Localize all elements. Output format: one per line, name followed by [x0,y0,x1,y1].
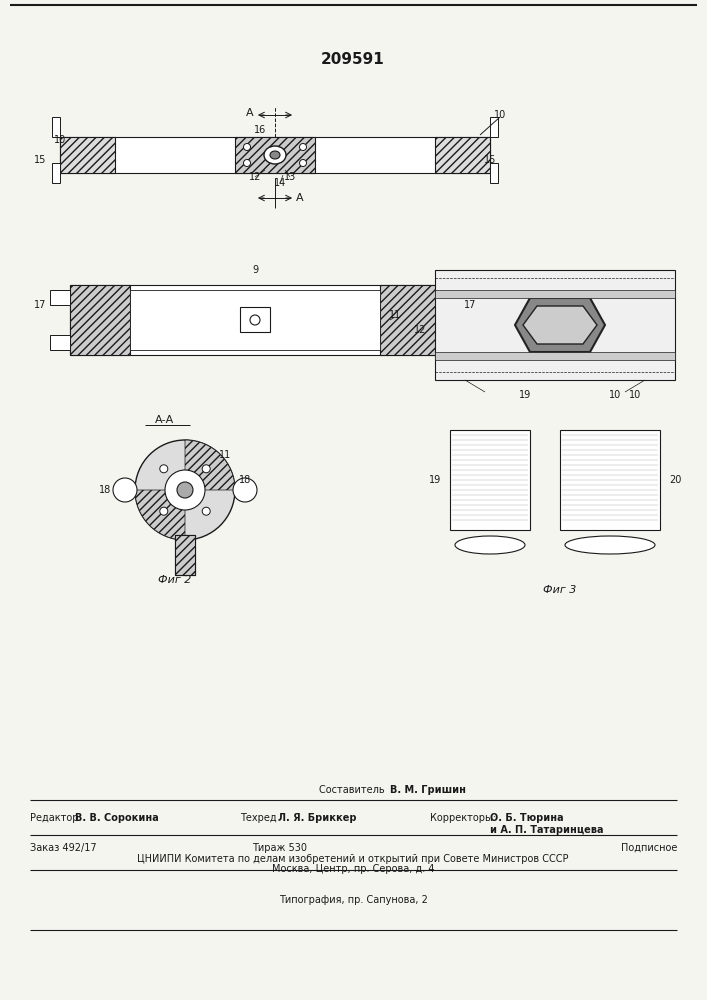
Bar [130,290,380,350]
Text: 20: 20 [669,475,681,485]
Ellipse shape [565,536,655,554]
Text: В. В. Сорокина: В. В. Сорокина [75,813,159,823]
Circle shape [300,159,307,166]
Text: О. Б. Тюрина: О. Б. Тюрина [490,813,563,823]
Circle shape [177,482,193,498]
Circle shape [113,478,137,502]
Circle shape [202,507,210,515]
Text: 11: 11 [389,310,401,320]
Text: 9: 9 [252,265,258,275]
Text: Москва, Центр, пр. Серова, д. 4: Москва, Центр, пр. Серова, д. 4 [271,864,434,874]
Text: А-А: А-А [156,415,175,425]
Text: В. М. Гришин: В. М. Гришин [390,785,466,795]
Bar [50,290,70,305]
Bar [240,307,270,332]
Circle shape [160,465,168,473]
Text: 209591: 209591 [321,52,385,68]
Text: ЦНИИПИ Комитета по делам изобретений и открытий при Совете Министров СССР: ЦНИИПИ Комитета по делам изобретений и о… [137,854,568,864]
Text: 16: 16 [254,125,266,135]
Text: 15: 15 [34,155,46,165]
Bar [490,163,498,183]
Text: 17: 17 [464,300,477,310]
Bar [435,137,490,173]
Bar [52,117,60,137]
Circle shape [233,478,257,502]
Bar [440,290,460,305]
Bar [50,335,70,350]
Text: Типография, пр. Сапунова, 2: Типография, пр. Сапунова, 2 [279,895,428,905]
Text: А: А [296,193,304,203]
Text: Тираж 530: Тираж 530 [252,843,308,853]
Text: 12: 12 [249,172,261,182]
Text: 18: 18 [239,475,251,485]
Bar [435,270,675,380]
Text: Заказ 492/17: Заказ 492/17 [30,843,97,853]
Text: 10: 10 [609,390,621,400]
Wedge shape [185,440,235,490]
Bar [60,137,490,173]
Text: 19: 19 [429,475,441,485]
Text: Фиг 2: Фиг 2 [158,575,192,585]
Text: Подписное: Подписное [621,843,677,853]
Bar [70,285,130,355]
Text: 17: 17 [34,300,46,310]
Bar [560,430,660,530]
Bar [175,535,195,575]
Text: Редактор: Редактор [30,813,81,823]
Bar [440,335,460,350]
Text: 10: 10 [54,135,66,145]
Text: Л. Я. Бриккер: Л. Я. Бриккер [278,813,356,823]
Text: Корректоры:: Корректоры: [430,813,499,823]
Text: 18: 18 [99,485,111,495]
Text: 14: 14 [274,178,286,188]
Wedge shape [135,490,185,540]
Text: 11: 11 [219,450,231,460]
Circle shape [243,143,250,150]
Text: А: А [246,108,254,118]
Text: 13: 13 [284,172,296,182]
Text: и А. П. Татаринцева: и А. П. Татаринцева [490,825,604,835]
Polygon shape [515,298,605,352]
Bar [60,137,115,173]
Circle shape [160,507,168,515]
Bar [490,117,498,137]
Circle shape [202,465,210,473]
Circle shape [243,159,250,166]
Ellipse shape [455,536,525,554]
Circle shape [165,470,205,510]
Bar [450,430,530,530]
Circle shape [250,315,260,325]
Bar [380,285,440,355]
Bar [70,285,440,355]
Polygon shape [523,306,597,344]
Text: 15: 15 [484,155,496,165]
Bar [175,535,195,575]
Text: Составитель: Составитель [319,785,387,795]
Circle shape [300,143,307,150]
Bar [235,137,315,173]
Text: 10: 10 [629,390,641,400]
Bar [435,290,675,298]
Circle shape [135,440,235,540]
Ellipse shape [270,151,280,159]
Ellipse shape [264,146,286,164]
Text: 19: 19 [519,390,531,400]
Text: Техред: Техред [240,813,280,823]
Text: Фиг 3: Фиг 3 [543,585,577,595]
Bar [52,163,60,183]
Bar [435,352,675,360]
Text: 10: 10 [494,110,506,120]
Text: 12: 12 [414,325,426,335]
